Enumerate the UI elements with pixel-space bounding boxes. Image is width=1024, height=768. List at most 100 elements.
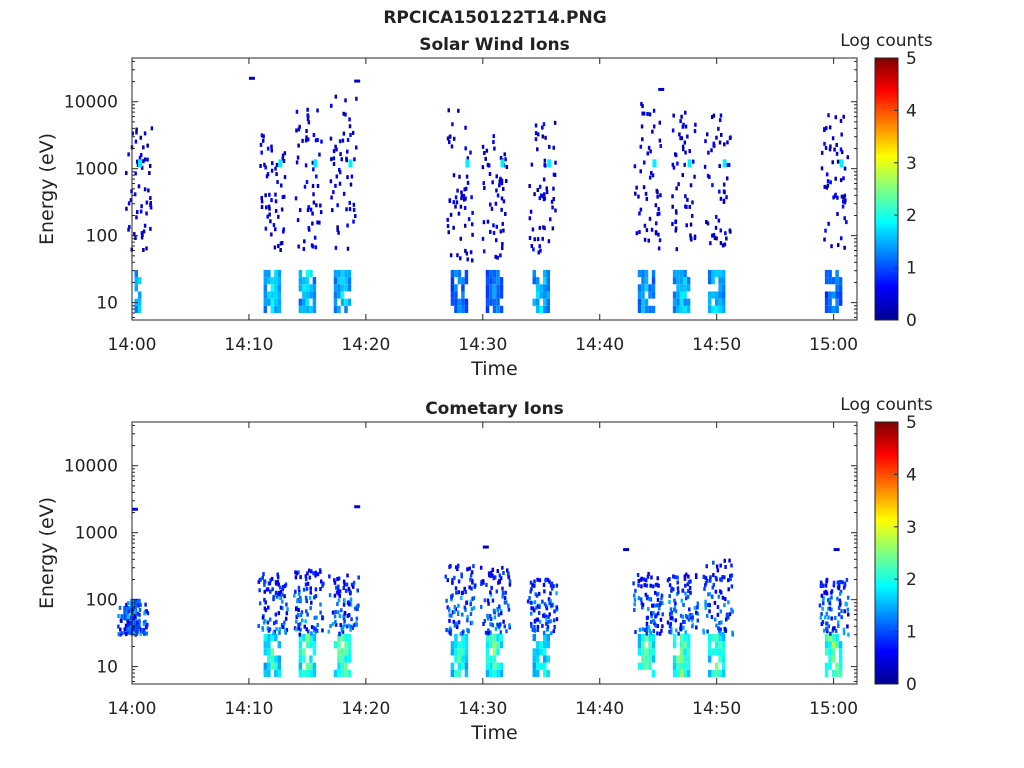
data-cell: [539, 662, 544, 670]
data-cell: [534, 137, 538, 142]
data-cell: [472, 564, 475, 569]
data-cell: [499, 630, 502, 635]
data-cell: [139, 631, 142, 636]
data-cell: [545, 617, 548, 622]
data-cell: [840, 609, 843, 614]
data-cell: [305, 277, 310, 285]
data-cell: [541, 599, 544, 604]
data-cell: [696, 618, 700, 623]
data-cell: [447, 230, 450, 235]
data-cell: [825, 172, 829, 177]
data-cell: [835, 298, 839, 306]
data-cell: [348, 117, 351, 122]
data-cell: [702, 574, 705, 579]
data-cell: [674, 609, 678, 614]
data-cell: [150, 126, 154, 131]
data-cell: [306, 629, 310, 634]
data-cell: [681, 147, 685, 152]
data-cell: [536, 237, 540, 242]
data-cell: [693, 174, 696, 179]
data-cell: [457, 610, 460, 615]
data-cell: [454, 305, 458, 313]
data-cell: [285, 628, 289, 633]
data-cell: [826, 179, 830, 184]
data-cell: [551, 205, 554, 210]
data-cell: [464, 590, 467, 595]
data-cell: [263, 291, 268, 299]
data-cell: [838, 655, 843, 663]
data-cell: [453, 604, 457, 609]
data-cell: [673, 575, 677, 580]
data-cell: [460, 572, 463, 577]
data-cell: [272, 631, 275, 636]
data-cell: [713, 235, 717, 240]
data-cell: [124, 610, 128, 615]
data-cell: [490, 206, 494, 211]
data-cell: [839, 147, 843, 152]
data-cell: [544, 135, 547, 140]
data-cell: [546, 577, 550, 582]
x-tick-label: 14:40: [575, 699, 624, 719]
data-cell: [492, 641, 497, 649]
data-cell: [451, 593, 454, 598]
data-cell: [644, 633, 649, 642]
data-cell: [268, 617, 272, 622]
data-cell: [274, 269, 278, 278]
data-cell: [679, 662, 684, 670]
data-cell: [656, 597, 660, 602]
data-cell: [448, 608, 451, 613]
data-cell: [553, 120, 557, 125]
data-cell: [530, 244, 534, 249]
data-cell: [536, 147, 539, 152]
data-cell: [485, 305, 490, 313]
burst-1431: [479, 565, 512, 677]
data-cell: [499, 229, 503, 234]
data-cell: [675, 247, 679, 252]
data-cell: [127, 227, 130, 232]
data-cell: [686, 669, 691, 677]
data-cell: [840, 194, 844, 199]
data-cell: [500, 159, 505, 168]
data-cell: [312, 167, 315, 172]
data-cell: [497, 580, 500, 585]
data-cell: [707, 633, 712, 642]
data-cell: [715, 623, 718, 628]
data-cell: [485, 655, 490, 663]
data-cell: [532, 648, 537, 656]
data-cell: [131, 625, 135, 630]
data-cell: [637, 596, 641, 601]
data-cell: [532, 277, 537, 285]
data-cell: [714, 291, 719, 299]
data-cell: [269, 589, 272, 594]
data-cell: [274, 199, 278, 204]
data-cell: [349, 627, 352, 632]
data-cell: [644, 191, 648, 196]
data-cell: [464, 248, 467, 253]
colorbar-gradient: [874, 57, 899, 321]
data-cell: [333, 269, 338, 278]
data-cell: [546, 633, 551, 642]
data-cell: [347, 648, 352, 656]
data-cell: [831, 277, 836, 285]
data-cell: [538, 184, 542, 189]
data-cell: [337, 598, 341, 603]
data-cell: [281, 195, 285, 200]
data-cell: [642, 577, 646, 582]
data-cell: [707, 291, 712, 299]
data-cell: [260, 205, 264, 210]
data-cell: [496, 569, 500, 574]
data-cell: [711, 277, 715, 285]
data-cell: [309, 662, 313, 670]
data-cell: [528, 216, 532, 221]
data-cell: [470, 222, 474, 227]
data-cell: [546, 277, 551, 285]
data-cell: [686, 655, 691, 663]
data-cell: [721, 595, 725, 600]
burst-1450: [703, 113, 732, 313]
data-cell: [298, 284, 303, 292]
data-cell: [332, 156, 336, 161]
data-cell: [680, 598, 684, 603]
data-cell: [263, 305, 268, 313]
data-cell: [543, 163, 546, 168]
data-cell: [331, 622, 335, 627]
